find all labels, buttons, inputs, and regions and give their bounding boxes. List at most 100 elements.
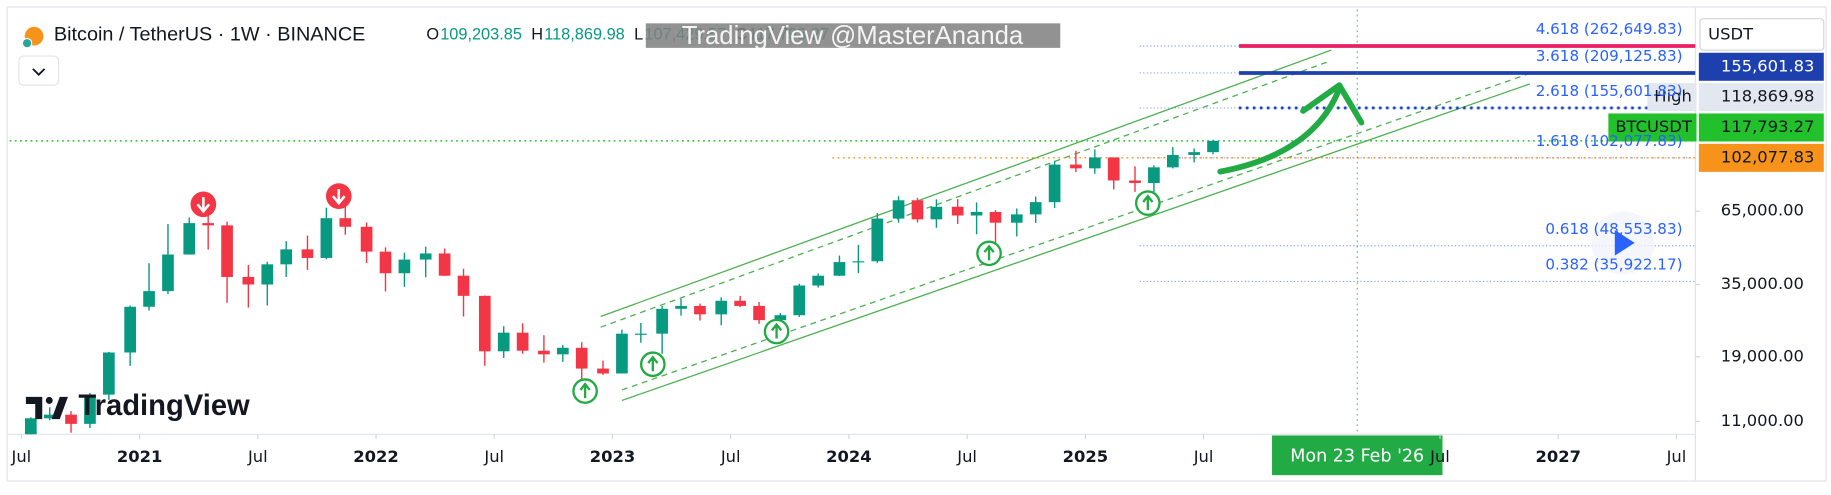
- price-badge-name-box: [1608, 113, 1697, 142]
- price-badge-label: 102,077.83: [1721, 147, 1815, 166]
- price-badge: [1698, 113, 1824, 142]
- candle-body: [675, 305, 687, 309]
- candle-body: [812, 275, 825, 286]
- candle-body: [202, 223, 215, 226]
- sell-signal: [190, 191, 217, 218]
- candle-body: [1070, 164, 1082, 169]
- candle-body: [774, 315, 787, 321]
- candle-body: [301, 249, 314, 258]
- candle-body: [871, 218, 884, 262]
- watermark: TradingView @MasterAnanda: [682, 22, 1024, 50]
- candle-body: [833, 262, 846, 276]
- candle-body: [379, 251, 392, 274]
- candle-body: [656, 308, 668, 334]
- y-tick-label: 65,000.00: [1721, 201, 1804, 220]
- x-tick-label: Jul: [1193, 447, 1214, 466]
- candle-body: [694, 305, 706, 315]
- fib-level-label: 2.618 (155,601.83): [1536, 82, 1683, 100]
- x-tick-label: Jul: [1429, 447, 1450, 466]
- candle-body: [1148, 167, 1160, 184]
- candle-body: [221, 225, 233, 277]
- x-tick-label: Jul: [1666, 447, 1687, 466]
- x-tick-label: 2024: [826, 447, 871, 466]
- y-tick-label: 19,000.00: [1721, 346, 1804, 365]
- candle-body: [516, 332, 529, 351]
- candle-body: [457, 275, 470, 296]
- candle-body: [1029, 202, 1042, 215]
- channel-line: [621, 83, 1531, 402]
- candle-body: [892, 200, 905, 219]
- y-tick-label: 11,000.00: [1721, 411, 1804, 430]
- ohlc-key: O: [426, 25, 439, 43]
- buy-signal: [976, 240, 1002, 267]
- candle-body: [715, 300, 728, 315]
- candle-body: [575, 347, 588, 369]
- ohlc-key: L: [634, 25, 643, 43]
- collapse-button[interactable]: [18, 55, 60, 86]
- candle-body: [360, 226, 373, 252]
- x-tick-label: 2023: [590, 447, 635, 466]
- x-tick-label: Jul: [247, 447, 268, 466]
- candle-body: [478, 295, 491, 352]
- x-tick-label: Jul: [720, 447, 741, 466]
- currency-box[interactable]: [1699, 18, 1825, 51]
- candle-body: [419, 253, 432, 260]
- collapse-icon: [32, 68, 46, 77]
- chart-title: Bitcoin / TetherUS · 1W · BINANCE: [54, 23, 365, 45]
- candle-body: [84, 394, 96, 424]
- candle-body: [261, 264, 274, 285]
- candle-body: [280, 249, 293, 265]
- candle-body: [556, 347, 569, 355]
- candle-body: [911, 200, 924, 220]
- price-badge-name-box: [1647, 83, 1697, 112]
- fib-level-label: 0.382 (35,922.17): [1545, 256, 1682, 274]
- candle-body: [162, 254, 174, 292]
- candle-body: [497, 332, 510, 352]
- logo-text: TradingView: [78, 390, 250, 422]
- candle-body: [24, 418, 37, 435]
- x-tick-label: 2025: [1063, 447, 1108, 466]
- sell-signals: [190, 183, 352, 218]
- crosshair-label: Mon 23 Feb '26: [1290, 446, 1424, 466]
- x-tick-label: Jul: [11, 447, 32, 466]
- ohlc-value: 118,869.98: [544, 25, 625, 43]
- fib-level-label: 1.618 (102,077.83): [1536, 132, 1683, 150]
- x-tick-label: 2027: [1535, 447, 1580, 466]
- candle-body: [951, 206, 964, 216]
- x-tick-label: 2021: [117, 447, 162, 466]
- candle-body: [1188, 152, 1200, 155]
- candle-body: [103, 352, 115, 395]
- candle-body: [1010, 214, 1023, 223]
- fib-level-label: 4.618 (262,649.83): [1536, 20, 1683, 38]
- overlay: Mon 23 Feb '26 155,601.83 118,869.98 High 11…: [1272, 52, 1824, 476]
- price-badge-label: 117,793.27: [1721, 117, 1815, 136]
- price-badge-label: 118,869.98: [1721, 87, 1815, 106]
- watermark-box: [645, 23, 1061, 48]
- candle-body: [930, 206, 943, 220]
- candle-body: [124, 306, 136, 353]
- price-badge-name: BTCUSDT: [1615, 117, 1693, 136]
- fib-level-label: 0.618 (48,553.83): [1545, 220, 1682, 238]
- buy-signals: [572, 190, 1161, 404]
- currency-label: USDT: [1708, 25, 1754, 44]
- candle-body: [1107, 157, 1120, 181]
- buy-signal: [572, 378, 598, 404]
- projection-arrow: [1217, 85, 1343, 175]
- frame: [6, 6, 1827, 482]
- fib-level-label: 3.618 (209,125.83): [1536, 47, 1683, 65]
- symbol-icon-badge: [21, 37, 33, 49]
- candle-body: [538, 350, 550, 355]
- candle-body: [597, 368, 609, 374]
- x-tick-label: 2022: [353, 447, 398, 466]
- candle-body: [1088, 157, 1101, 169]
- candle-body: [1207, 140, 1219, 153]
- price-badge-name: High: [1654, 87, 1692, 106]
- x-tick-label: Jul: [956, 447, 977, 466]
- price-badge-label: 155,601.83: [1721, 56, 1815, 75]
- candle-body: [616, 333, 628, 374]
- price-badge: [1698, 83, 1824, 112]
- plot-area: [9, 9, 1696, 435]
- candle-body: [734, 300, 746, 306]
